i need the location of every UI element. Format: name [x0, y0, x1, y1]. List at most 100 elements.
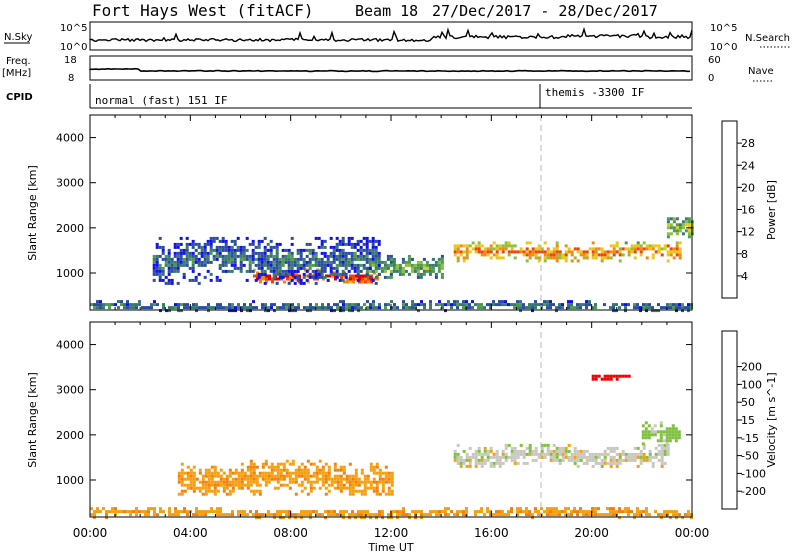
echo-cell	[212, 254, 216, 258]
echo-cell	[483, 306, 486, 310]
echo-cell	[627, 303, 630, 307]
echo-cell	[641, 442, 645, 446]
echo-cell	[167, 281, 171, 285]
echo-cell	[198, 306, 201, 310]
echo-cell	[633, 513, 636, 517]
echo-cell	[173, 254, 177, 258]
echo-cell	[675, 223, 679, 227]
echo-cell	[162, 306, 165, 310]
echo-cell	[210, 306, 213, 310]
echo-cell	[262, 274, 265, 278]
echo-cell	[453, 452, 457, 456]
echo-cell	[264, 480, 268, 484]
echo-cell	[615, 461, 619, 465]
echo-cell	[263, 248, 267, 252]
echo-cell	[282, 303, 285, 307]
echo-cell	[357, 306, 360, 310]
echo-cell	[681, 516, 684, 520]
echo-cell	[356, 272, 360, 276]
echo-cell	[349, 277, 352, 281]
echo-cell	[194, 254, 198, 258]
x-tick-label: 04:00	[173, 526, 208, 540]
echo-cell	[318, 471, 322, 475]
echo-cell	[365, 245, 369, 249]
echo-cell	[200, 263, 204, 267]
echo-cell	[546, 513, 549, 517]
echo-cell	[188, 254, 192, 258]
echo-cell	[350, 254, 354, 258]
echo-cell	[434, 275, 438, 279]
echo-cell	[227, 245, 231, 249]
echo-cell	[648, 452, 652, 456]
echo-cell	[275, 266, 279, 270]
echo-cell	[236, 236, 240, 240]
echo-cell	[687, 235, 691, 239]
echo-cell	[200, 260, 204, 264]
echo-cell	[377, 242, 381, 246]
echo-cell	[132, 306, 135, 310]
echo-cell	[207, 309, 210, 313]
echo-cell	[213, 492, 217, 496]
echo-cell	[597, 513, 600, 517]
echo-cell	[687, 513, 690, 517]
echo-cell	[573, 507, 576, 511]
echo-cell	[653, 430, 657, 434]
echo-cell	[224, 245, 228, 249]
echo-cell	[462, 300, 465, 304]
echo-cell	[230, 269, 234, 273]
echo-cell	[534, 250, 538, 254]
echo-cell	[228, 471, 232, 475]
echo-cell	[224, 239, 228, 243]
echo-cell	[281, 248, 285, 252]
echo-cell	[650, 433, 654, 437]
echo-cell	[591, 256, 595, 260]
echo-cell	[630, 244, 634, 248]
echo-cell	[315, 480, 319, 484]
freq-panel: Freq. [MHz] 18 8 60 0 Nave	[2, 55, 774, 84]
echo-cell	[209, 272, 213, 276]
echo-cell	[367, 280, 370, 284]
echo-cell	[387, 486, 391, 490]
echo-cell	[414, 306, 417, 310]
echo-cell	[237, 306, 240, 310]
colorbar-tick-label: 16	[741, 204, 755, 217]
echo-cell	[332, 248, 336, 252]
echo-cell	[102, 507, 105, 511]
echo-cell	[447, 507, 450, 511]
echo-cell	[594, 507, 597, 511]
noise-tick-bottom-left: 10^0	[60, 42, 87, 53]
echo-cell	[549, 513, 552, 517]
echo-cell	[263, 245, 267, 249]
echo-cell	[377, 272, 381, 276]
echo-cell	[230, 239, 234, 243]
echo-cell	[213, 483, 217, 487]
echo-cell	[666, 449, 670, 453]
echo-cell	[332, 254, 336, 258]
echo-cell	[242, 254, 246, 258]
station-title: Fort Hays West (fitACF)	[92, 1, 314, 20]
echo-cell	[270, 465, 274, 469]
echo-cell	[621, 510, 624, 514]
echo-cell	[333, 480, 337, 484]
echo-cell	[222, 477, 226, 481]
echo-cell	[144, 510, 147, 514]
echo-cell	[546, 452, 550, 456]
echo-cell	[279, 306, 282, 310]
echo-cell	[351, 483, 355, 487]
echo-cell	[570, 253, 574, 257]
echo-cell	[573, 452, 577, 456]
echo-cell	[369, 306, 372, 310]
echo-cell	[369, 516, 372, 520]
echo-cell	[204, 510, 207, 514]
echo-cell	[615, 309, 618, 313]
echo-cell	[354, 483, 358, 487]
echo-cell	[540, 247, 544, 251]
echo-cell	[375, 492, 379, 496]
echo-cell	[219, 480, 223, 484]
echo-cell	[189, 468, 193, 472]
echo-cell	[221, 239, 225, 243]
echo-cell	[360, 489, 364, 493]
echo-cell	[591, 513, 594, 517]
echo-cell	[292, 274, 295, 278]
